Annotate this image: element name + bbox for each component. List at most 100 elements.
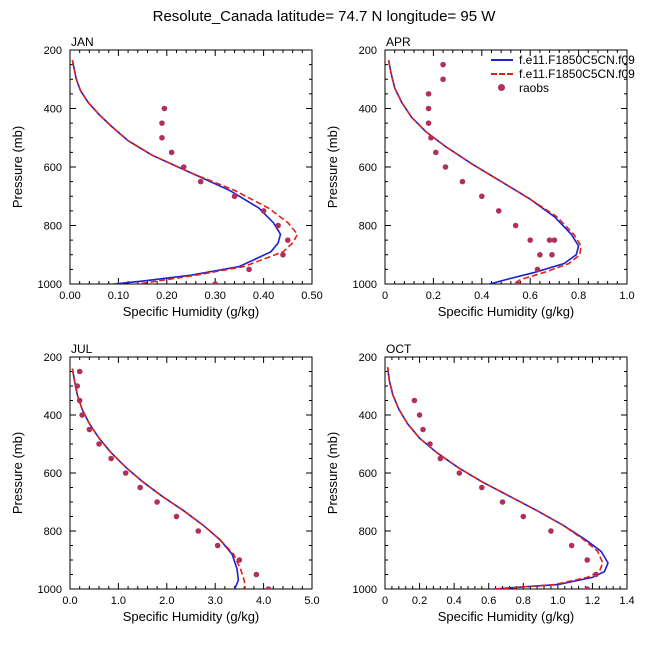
x-tick-label: 0.4 (446, 595, 461, 607)
y-axis-label: Pressure (mb) (10, 126, 25, 208)
legend-label: raobs (519, 81, 550, 95)
obs-point (246, 266, 252, 273)
plot-area (386, 366, 609, 589)
x-axis-label: Specific Humidity (g/kg) (438, 609, 575, 624)
obs-point (285, 237, 291, 243)
obs-point (137, 484, 143, 491)
x-tick-label: 1.0 (619, 290, 634, 302)
x-tick-label: 0.50 (301, 290, 322, 302)
obs-point (76, 397, 83, 404)
legend-marker-icon (498, 84, 505, 91)
obs-point (515, 281, 521, 284)
obs-point (548, 528, 554, 534)
panel-jul: 0.0 1.0 2.0 3.0 4.0 5.0 200 400 600 800 1000 Specif… (10, 342, 320, 624)
panel-oct: 0 0.2 0.4 0.6 0.8 1.0 1.2 1.4 200 400 600 800 1000 Sp… (325, 342, 635, 624)
obs-point (546, 237, 553, 243)
obs-point (86, 426, 93, 433)
obs-point (275, 222, 281, 229)
x-axis-label: Specific Humidity (g/kg) (438, 304, 575, 319)
y-tick-label: 400 (44, 104, 62, 116)
obs-point (520, 513, 527, 520)
panel-label: OCT (386, 342, 412, 356)
obs-point (195, 528, 202, 534)
obs-point (197, 178, 204, 185)
obs-point (159, 134, 165, 141)
y-tick-label: 1000 (353, 279, 377, 291)
obs-point (512, 222, 519, 229)
series-line-dashed (386, 366, 604, 589)
obs-point (440, 76, 446, 83)
obs-point (534, 266, 541, 273)
obs-point (495, 208, 502, 214)
panel-label: APR (386, 35, 411, 49)
legend-entry-model1: f.e11.F1850C5CN.f09 (487, 53, 643, 67)
x-tick-label: 0.20 (156, 290, 177, 302)
y-tick-label: 400 (44, 410, 62, 422)
obs-point (479, 484, 485, 491)
obs-point (428, 134, 434, 141)
obs-point (76, 368, 83, 375)
series-line-dashed (387, 60, 582, 284)
y-tick-label: 800 (44, 526, 62, 538)
x-tick-label: 4.0 (256, 595, 271, 607)
x-tick-label: 1.0 (550, 595, 565, 607)
obs-point (425, 120, 432, 126)
y-tick-label: 400 (359, 410, 377, 422)
obs-point (122, 470, 129, 476)
y-tick-label: 800 (359, 221, 377, 233)
obs-point (459, 178, 466, 185)
legend-label: f.e11.F1850C5CN.f09 (519, 53, 635, 67)
y-tick-label: 600 (44, 468, 62, 480)
obs-point (214, 542, 221, 549)
series-line-solid (71, 368, 240, 589)
x-tick-label: 1.2 (585, 595, 600, 607)
obs-point (411, 397, 418, 404)
obs-point (173, 513, 180, 520)
obs-point (437, 455, 444, 462)
obs-point (96, 441, 102, 447)
x-tick-label: 0 (382, 595, 388, 607)
series-line-dashed (71, 60, 299, 284)
panel-frame (384, 356, 628, 590)
obs-point (212, 281, 218, 284)
series-line-solid (71, 60, 282, 284)
panel-frame (69, 49, 313, 285)
obs-point (425, 91, 432, 97)
panel-frame (69, 356, 313, 590)
y-tick-label: 1000 (353, 584, 377, 596)
obs-point (180, 164, 187, 170)
x-axis-label: Specific Humidity (g/kg) (123, 304, 260, 319)
legend-line-dashed-icon (491, 73, 513, 75)
plot-area (71, 368, 272, 589)
series-line-solid (386, 366, 609, 589)
panel-label: JUL (71, 342, 93, 356)
y-axis-label: Pressure (mb) (325, 432, 340, 514)
y-tick-label: 1000 (38, 279, 62, 291)
x-tick-label: 0.40 (253, 290, 274, 302)
x-tick-label: 0.6 (481, 595, 496, 607)
y-tick-label: 200 (359, 352, 377, 364)
obs-point (568, 542, 575, 549)
obs-point (420, 426, 426, 433)
obs-point (159, 120, 165, 126)
figure-title: Resolute_Canada latitude= 74.7 N longitu… (152, 8, 496, 25)
obs-point (260, 208, 267, 214)
obs-point (549, 251, 555, 258)
obs-point (527, 237, 533, 243)
y-tick-label: 600 (44, 162, 62, 174)
legend-entry-model2: f.e11.F1850C5CN.f09 (487, 67, 643, 81)
obs-point (231, 193, 238, 200)
obs-point (440, 61, 446, 68)
plot-area (71, 60, 299, 284)
y-tick-label: 1000 (38, 584, 62, 596)
obs-point (537, 251, 543, 258)
y-tick-label: 200 (44, 45, 62, 57)
y-tick-label: 400 (359, 104, 377, 116)
legend-label: f.e11.F1850C5CN.f09 (519, 67, 635, 81)
x-tick-label: 2.0 (159, 595, 174, 607)
x-tick-label: 5.0 (304, 595, 319, 607)
obs-point (416, 412, 423, 418)
obs-point (79, 412, 85, 418)
obs-point (593, 571, 599, 578)
y-tick-label: 600 (359, 468, 377, 480)
